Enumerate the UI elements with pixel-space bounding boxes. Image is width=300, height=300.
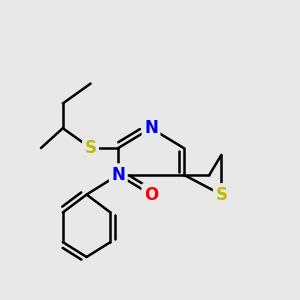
Text: O: O <box>144 186 158 204</box>
Text: S: S <box>85 139 97 157</box>
Text: N: N <box>111 166 125 184</box>
Text: N: N <box>144 119 158 137</box>
Text: S: S <box>215 186 227 204</box>
